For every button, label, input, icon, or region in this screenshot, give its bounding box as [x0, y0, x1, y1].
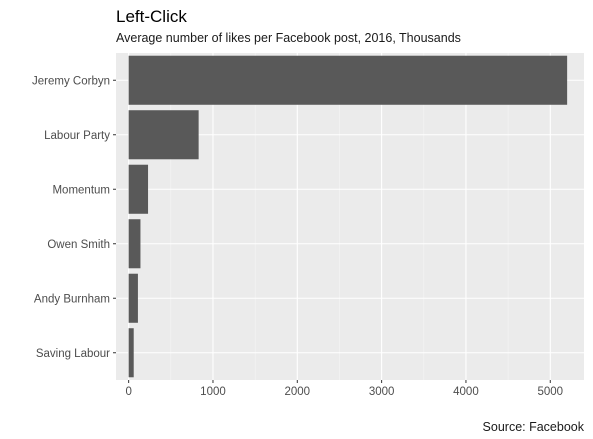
y-tick-label: Labour Party — [44, 130, 110, 142]
x-tick-label: 0 — [125, 386, 131, 398]
bar — [128, 110, 199, 160]
bar — [128, 219, 141, 269]
chart-subtitle: Average number of likes per Facebook pos… — [116, 31, 461, 45]
x-axis: 0 1000 2000 3000 4000 5000 — [125, 380, 563, 398]
major-gridlines — [116, 53, 584, 380]
bar — [128, 328, 134, 378]
y-axis: Jeremy Corbyn Labour Party Momentum Owen Sm… — [32, 75, 116, 360]
y-tick-label: Jeremy Corbyn — [32, 75, 110, 87]
x-tick-label: 2000 — [285, 386, 311, 398]
bar — [128, 55, 568, 105]
y-tick-label: Owen Smith — [47, 239, 110, 251]
y-tick-label: Momentum — [52, 184, 110, 196]
y-tick-label: Saving Labour — [36, 348, 110, 360]
plot-panel — [116, 53, 584, 380]
x-tick-label: 5000 — [537, 386, 563, 398]
bar — [128, 164, 149, 214]
y-tick-label: Andy Burnham — [34, 293, 110, 305]
x-tick-label: 1000 — [200, 386, 226, 398]
minor-gridlines — [170, 53, 509, 380]
bars — [128, 55, 568, 378]
bar — [128, 273, 138, 323]
x-tick-label: 4000 — [453, 386, 479, 398]
chart-caption: Source: Facebook — [483, 420, 585, 434]
x-tick-label: 3000 — [369, 386, 395, 398]
chart-title: Left-Click — [116, 7, 187, 26]
